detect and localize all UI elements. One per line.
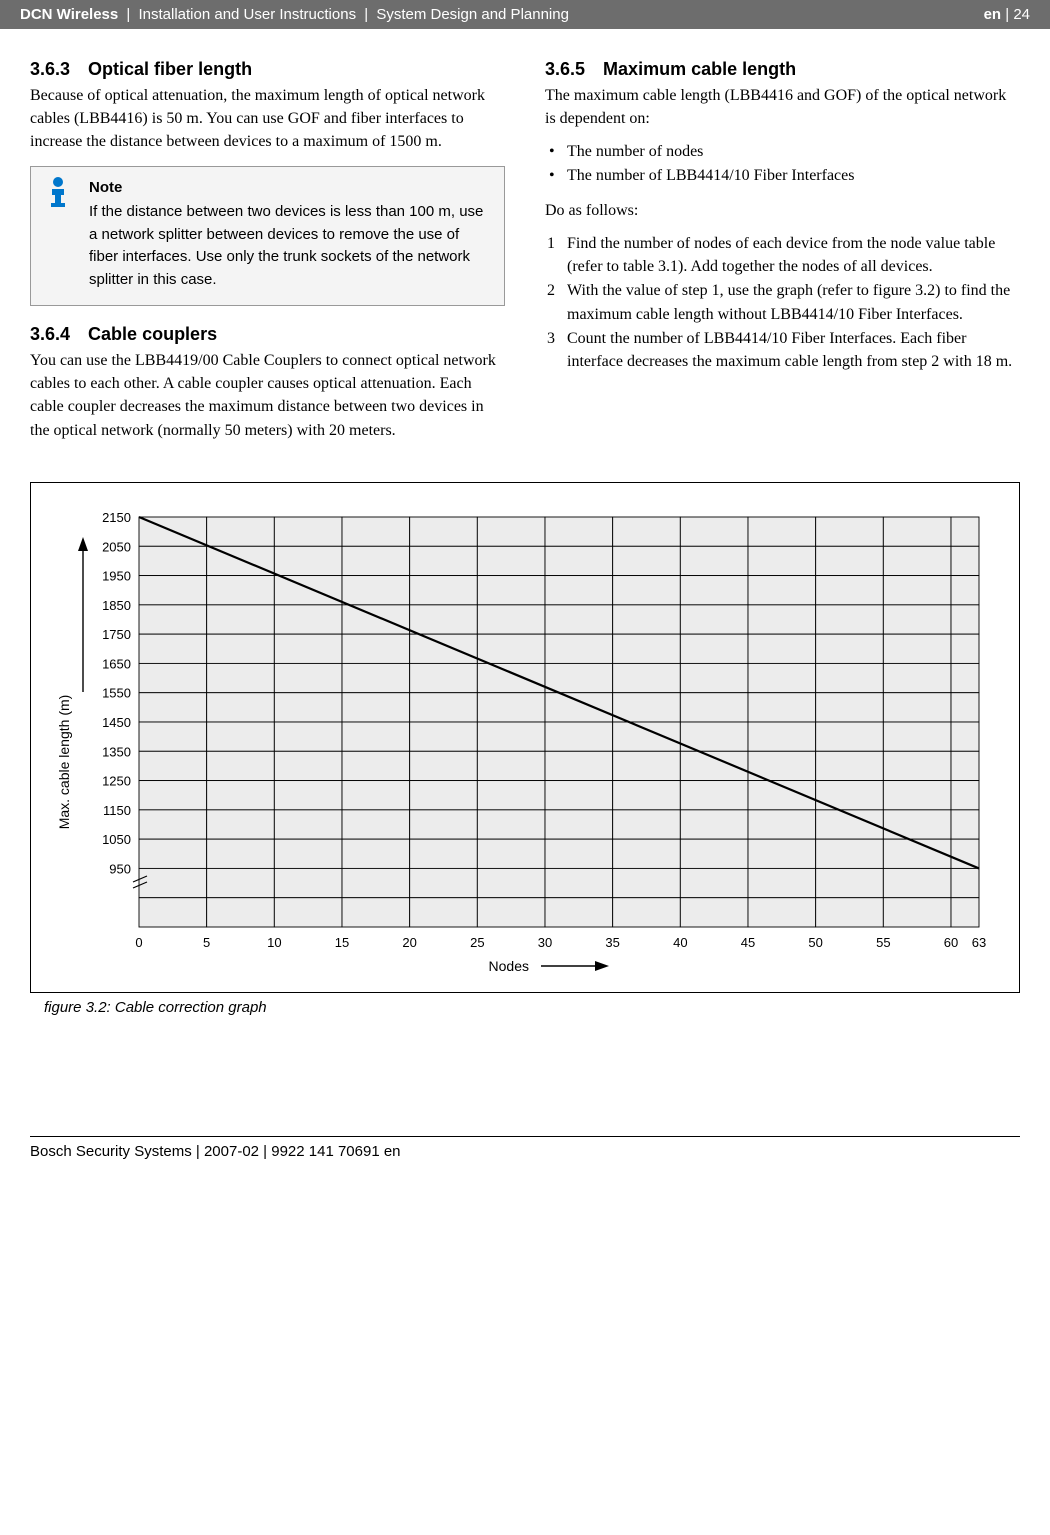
svg-text:950: 950 (109, 861, 131, 876)
list-item: With the value of step 1, use the graph … (545, 279, 1020, 325)
svg-text:40: 40 (673, 935, 687, 950)
list-item: Count the number of LBB4414/10 Fiber Int… (545, 327, 1020, 373)
svg-text:1550: 1550 (102, 686, 131, 701)
svg-text:1450: 1450 (102, 715, 131, 730)
svg-text:55: 55 (876, 935, 890, 950)
svg-text:45: 45 (741, 935, 755, 950)
header-product: DCN Wireless (20, 6, 118, 23)
left-column: 3.6.3Optical fiber length Because of opt… (30, 59, 505, 452)
paragraph-364: You can use the LBB4419/00 Cable Coupler… (30, 349, 505, 442)
svg-text:1250: 1250 (102, 773, 131, 788)
list-item: The number of nodes (545, 140, 1020, 163)
svg-text:25: 25 (470, 935, 484, 950)
svg-text:1350: 1350 (102, 744, 131, 759)
svg-text:1850: 1850 (102, 598, 131, 613)
svg-text:2150: 2150 (102, 510, 131, 525)
svg-text:1750: 1750 (102, 627, 131, 642)
svg-text:15: 15 (335, 935, 349, 950)
list-item: Find the number of nodes of each device … (545, 232, 1020, 278)
svg-text:Max. cable length (m): Max. cable length (m) (56, 695, 72, 830)
heading-363: 3.6.3Optical fiber length (30, 59, 505, 80)
svg-text:30: 30 (538, 935, 552, 950)
svg-text:Nodes: Nodes (489, 958, 529, 974)
list-item: The number of LBB4414/10 Fiber Interface… (545, 164, 1020, 187)
svg-text:1150: 1150 (103, 803, 131, 818)
bullet-list-365: The number of nodes The number of LBB441… (545, 140, 1020, 186)
paragraph-do-as: Do as follows: (545, 199, 1020, 222)
note-box: Note If the distance between two devices… (30, 166, 505, 307)
svg-text:2050: 2050 (102, 539, 131, 554)
svg-text:5: 5 (203, 935, 210, 950)
heading-364: 3.6.4Cable couplers (30, 324, 505, 345)
heading-365: 3.6.5Maximum cable length (545, 59, 1020, 80)
svg-text:1950: 1950 (102, 568, 131, 583)
header-page: en | 24 (984, 6, 1030, 23)
svg-text:35: 35 (605, 935, 619, 950)
paragraph-363: Because of optical attenuation, the maxi… (30, 84, 505, 154)
svg-text:0: 0 (135, 935, 142, 950)
figure-box: 2150205019501850175016501550145013501250… (30, 482, 1020, 993)
step-list-365: Find the number of nodes of each device … (545, 232, 1020, 373)
right-column: 3.6.5Maximum cable length The maximum ca… (545, 59, 1020, 452)
page-footer: Bosch Security Systems | 2007-02 | 9922 … (30, 1136, 1020, 1180)
svg-text:50: 50 (808, 935, 822, 950)
header-breadcrumb: DCN Wireless | Installation and User Ins… (20, 6, 569, 23)
paragraph-365-intro: The maximum cable length (LBB4416 and GO… (545, 84, 1020, 130)
note-title: Note (89, 177, 492, 200)
svg-text:10: 10 (267, 935, 281, 950)
figure-caption: figure 3.2: Cable correction graph (44, 999, 1020, 1016)
svg-text:20: 20 (402, 935, 416, 950)
svg-text:1650: 1650 (102, 656, 131, 671)
header-section: System Design and Planning (376, 6, 569, 23)
header-lang: en (984, 6, 1002, 23)
svg-text:63: 63 (972, 935, 986, 950)
page-header: DCN Wireless | Installation and User Ins… (0, 0, 1050, 29)
note-body: If the distance between two devices is l… (89, 203, 483, 288)
svg-text:60: 60 (944, 935, 958, 950)
svg-text:1050: 1050 (102, 832, 131, 847)
info-icon (41, 175, 75, 209)
header-doc: Installation and User Instructions (138, 6, 356, 23)
cable-correction-graph: 2150205019501850175016501550145013501250… (39, 497, 999, 977)
header-page-num: 24 (1013, 6, 1030, 23)
